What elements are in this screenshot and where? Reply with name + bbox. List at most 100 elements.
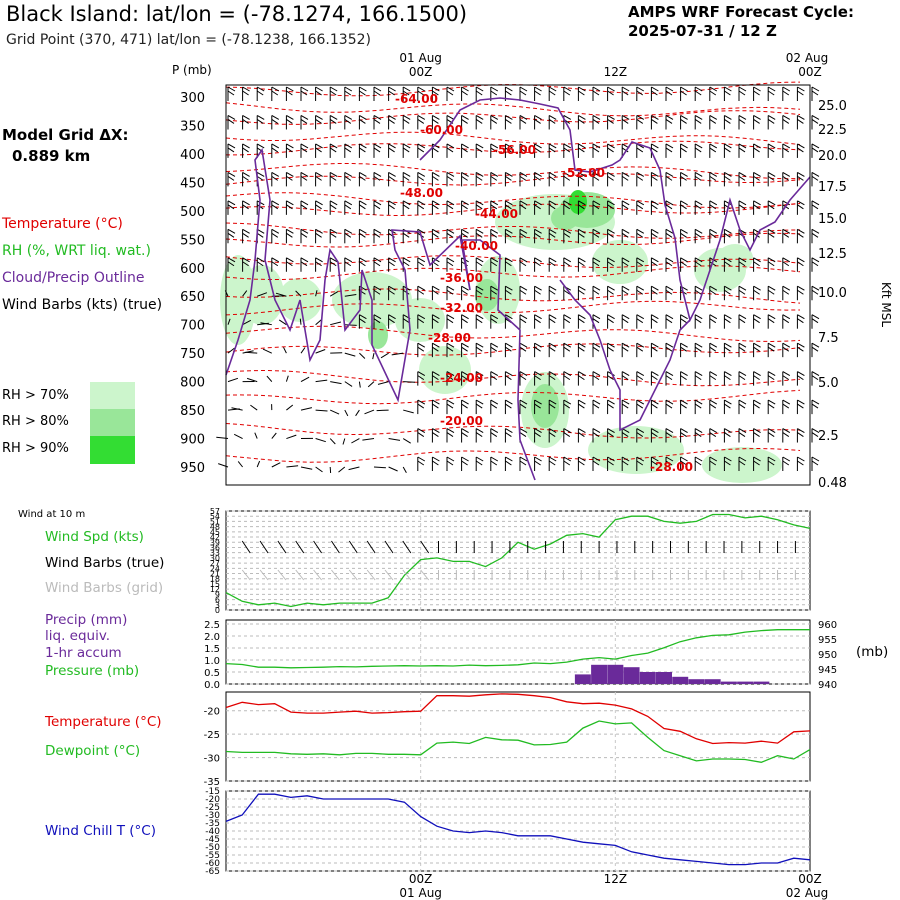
wind-barb-feather xyxy=(490,261,498,267)
wind-barb-feather xyxy=(636,456,645,462)
wind-barb-feather xyxy=(461,115,469,120)
wind-barb-feather xyxy=(359,204,366,210)
wind-barb-feather xyxy=(738,171,747,177)
wind-barb-feather xyxy=(753,285,761,291)
wind-barb-feather xyxy=(767,115,776,120)
wind-barb-feather xyxy=(592,175,600,181)
wind-barb-feather xyxy=(446,399,455,405)
wind-barb-feather xyxy=(694,232,702,238)
wind-barb-feather xyxy=(227,200,236,206)
wind-barb-feather xyxy=(490,432,498,437)
wind-barb-feather xyxy=(271,86,280,92)
wind-barb-feather xyxy=(578,175,585,181)
wind-barb-feather xyxy=(651,171,659,177)
wind-barb-feather xyxy=(548,147,556,153)
wind-barb-feather xyxy=(315,90,322,96)
wind-barb-feather xyxy=(432,460,439,466)
wind-barb-feather xyxy=(665,456,674,462)
wind-barb-feather xyxy=(680,318,687,324)
wind-barb-feather xyxy=(636,232,644,238)
wind-barb-feather xyxy=(417,204,425,210)
wind-barb-feather xyxy=(738,261,746,267)
wind-barb-feather xyxy=(344,261,352,267)
wind-barb-feather xyxy=(534,375,541,381)
surface-wind-barb xyxy=(331,540,340,554)
wind-barb-feather xyxy=(709,90,717,96)
wind-barb-feather xyxy=(694,318,702,324)
wind-barb-feather xyxy=(636,86,645,92)
rh-70-label: RH > 70% xyxy=(2,388,69,403)
wind-barb xyxy=(271,462,281,468)
wind-barb-feather xyxy=(753,261,760,267)
wind-barb-feather xyxy=(300,147,308,153)
wind-barb-feather xyxy=(607,175,614,181)
wind-barb-feather xyxy=(680,86,688,92)
wind-barb-feather xyxy=(417,285,426,291)
wind-barb-feather xyxy=(227,143,236,149)
wind-tick-label: 24 xyxy=(210,564,220,573)
wind-barb-feather xyxy=(578,314,586,320)
wind-barb-feather xyxy=(797,257,805,263)
wind-tick-label: 33 xyxy=(210,549,220,558)
wind-barb-feather xyxy=(519,175,527,181)
rh-shading-15 xyxy=(551,206,579,230)
wind-barb-feather xyxy=(373,175,381,181)
wind-barb-feather xyxy=(388,171,396,177)
wind-barb-feather xyxy=(665,232,673,238)
wind-barb-feather xyxy=(563,314,572,320)
wind-barb-feather xyxy=(607,261,614,267)
wind-barb-feather xyxy=(811,257,820,263)
wind-barb-feather xyxy=(665,90,673,96)
temperature-contour xyxy=(225,255,801,269)
wind-barb-feather xyxy=(227,171,236,177)
wind-barb-feather xyxy=(505,228,513,234)
wind-barb-feather xyxy=(402,261,410,267)
wind-barb-feather xyxy=(782,200,791,206)
wind-barb-feather xyxy=(475,428,484,433)
wind-barb-feather xyxy=(592,147,600,153)
wind-barb-feather xyxy=(242,232,249,238)
temperature-contour xyxy=(225,192,801,209)
wind-barb-feather xyxy=(592,90,600,96)
wind-barb-feather xyxy=(621,460,629,466)
wind-barb-feather xyxy=(475,318,483,324)
wind-barb-feather xyxy=(505,232,512,238)
wind-barb-feather xyxy=(709,119,717,124)
wind-barb-feather xyxy=(505,86,513,92)
wind-barb-feather xyxy=(665,204,673,210)
wind-barb-feather xyxy=(475,119,483,124)
wind-barb-feather xyxy=(724,456,732,462)
wind-barb-feather xyxy=(373,318,381,324)
wind-barb-feather xyxy=(505,115,513,120)
wind-barb-feather xyxy=(534,314,542,320)
wind-barb-feather xyxy=(286,90,293,96)
wind-barb-feather xyxy=(782,119,790,124)
wind-barb-feather xyxy=(782,399,791,405)
wind-barb-feather xyxy=(271,257,280,263)
wind-barb-feather xyxy=(490,86,499,92)
wind-barb-feather xyxy=(651,204,658,210)
wind-chill-tick-label: -55 xyxy=(205,851,220,861)
wind-barb-feather xyxy=(651,428,659,433)
wind-barb-feather xyxy=(446,147,454,153)
wind-barb-feather xyxy=(797,403,804,409)
wind-barb-feather xyxy=(680,115,688,120)
wind-barb-feather xyxy=(724,147,731,153)
wind-barb-feather xyxy=(782,456,791,462)
temperature-contour-label: -28.00 xyxy=(428,331,471,345)
wind-barb xyxy=(300,347,306,354)
wind-barb-feather xyxy=(417,289,425,295)
wind-barb xyxy=(388,438,401,441)
wind-barb-feather xyxy=(651,371,659,377)
wind-barb-feather xyxy=(432,456,440,462)
wind-barb-feather xyxy=(636,204,644,210)
wind-barb-feather xyxy=(578,115,586,120)
wind-barb-feather xyxy=(797,90,804,96)
wind-barb-feather xyxy=(592,314,601,320)
wind-barb-feather xyxy=(475,261,483,267)
wind-barb-feather xyxy=(578,318,585,324)
wind-barb-feather xyxy=(782,314,791,320)
pressure-tick-label: 945 xyxy=(818,665,837,676)
wind-barb-feather xyxy=(680,371,688,377)
wind-barb-feather xyxy=(490,204,498,210)
